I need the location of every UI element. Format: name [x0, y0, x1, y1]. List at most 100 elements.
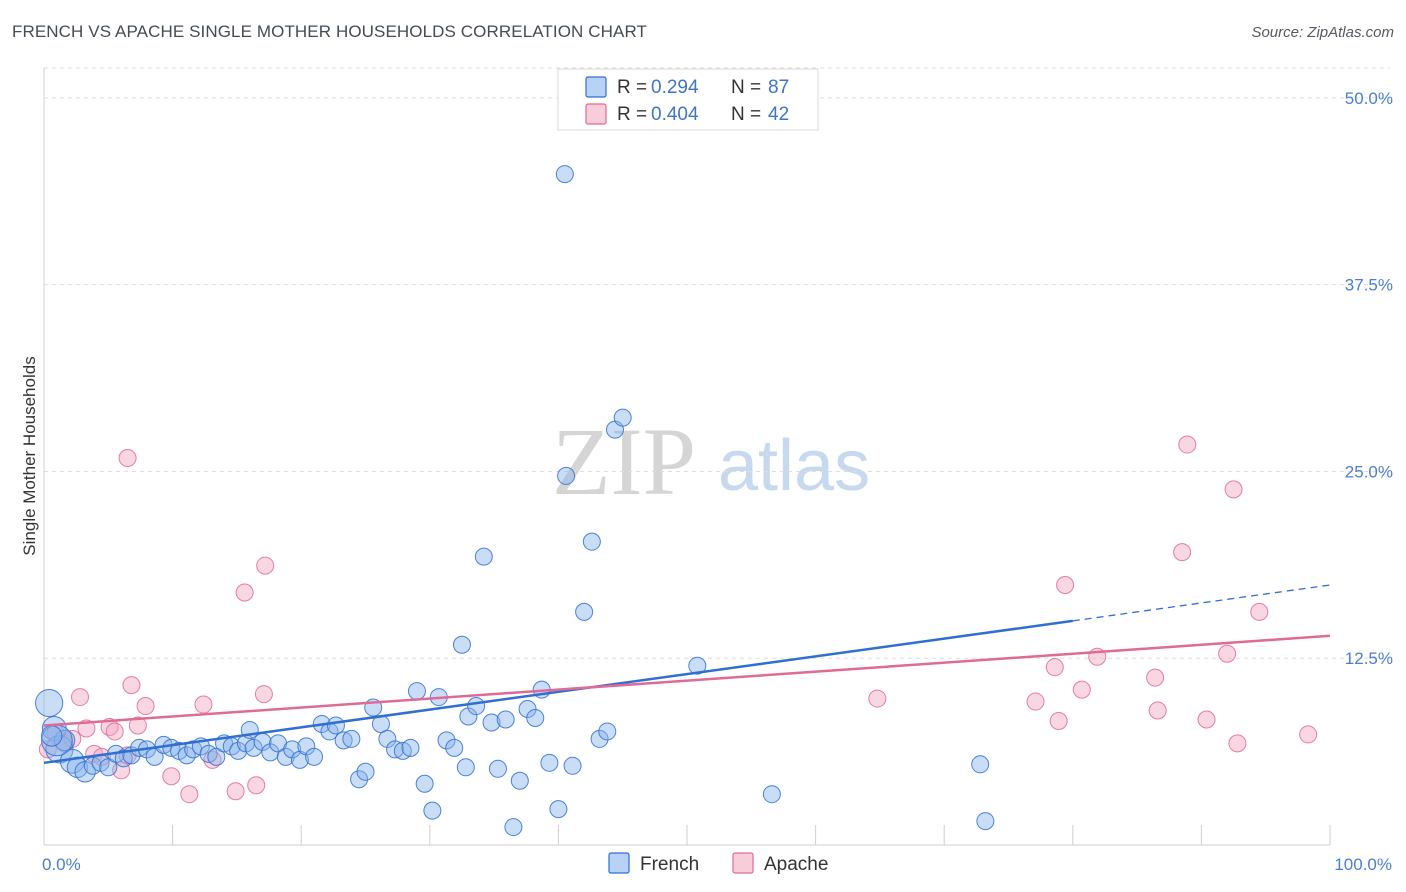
apache-point-22 — [247, 776, 266, 795]
apache-point-32 — [1146, 668, 1165, 687]
bottom-legend: French Apache — [608, 852, 828, 875]
french-point-47 — [378, 729, 397, 748]
y-tick-label-3: 50.0% — [1345, 89, 1393, 108]
french-point-55 — [437, 731, 456, 750]
x-tick-label-min: 0.0% — [42, 855, 81, 874]
apache-point-21 — [235, 583, 254, 602]
apache-point-23 — [254, 685, 273, 704]
bottom-legend-french-label: French — [640, 854, 699, 875]
apache-point-17 — [180, 785, 199, 804]
chart-title: FRENCH VS APACHE SINGLE MOTHER HOUSEHOLD… — [12, 22, 647, 41]
french-point-73 — [563, 756, 582, 775]
apache-point-5 — [77, 719, 96, 738]
apache-point-29 — [1056, 576, 1075, 595]
apache-point-15 — [136, 697, 155, 716]
french-point-64 — [496, 710, 515, 729]
french-point-74 — [575, 602, 594, 621]
french-point-80 — [555, 165, 574, 184]
french-point-9 — [99, 758, 118, 777]
apache-point-24 — [256, 556, 275, 575]
watermark: ZIP atlas — [552, 408, 870, 515]
french-point-44 — [356, 762, 375, 781]
french-point-34 — [283, 740, 302, 759]
french-point-79 — [613, 408, 632, 427]
french-point-65 — [504, 818, 523, 837]
apache-point-37 — [1218, 644, 1237, 663]
french-point-57 — [452, 635, 471, 654]
french-point-86 — [41, 725, 63, 747]
y-tick-label-0: 12.5% — [1345, 649, 1393, 668]
y-tick-labels: 12.5% 25.0% 37.5% 50.0% — [1345, 89, 1393, 668]
legend-apache-n-value: 42 — [768, 104, 789, 125]
bottom-legend-apache-label: Apache — [764, 854, 828, 875]
apache-point-13 — [122, 676, 141, 695]
french-point-81 — [688, 656, 707, 675]
legend-french-n-value: 87 — [768, 77, 789, 98]
french-point-3 — [53, 729, 76, 752]
bottom-legend-french-swatch — [608, 852, 630, 874]
french-point-53 — [423, 801, 442, 820]
apache-point-18 — [194, 695, 213, 714]
apache-point-26 — [1026, 692, 1045, 711]
french-point-26 — [229, 741, 248, 760]
french-point-77 — [598, 722, 617, 741]
french-point-48 — [386, 740, 405, 759]
legend-french-r-label: R = — [617, 77, 647, 98]
french-point-62 — [482, 713, 501, 732]
french-point-28 — [244, 738, 263, 757]
french-point-36 — [297, 737, 316, 756]
apache-point-4 — [71, 688, 90, 707]
french-point-84 — [976, 812, 995, 831]
watermark-atlas: atlas — [718, 426, 870, 506]
apache-point-33 — [1148, 701, 1167, 720]
apache-point-30 — [1072, 680, 1091, 699]
french-point-82 — [762, 785, 781, 804]
apache-point-16 — [162, 767, 181, 786]
french-point-42 — [342, 729, 361, 748]
french-point-68 — [526, 708, 545, 727]
apache-series — [38, 435, 1318, 804]
legend-french-swatch — [585, 76, 607, 98]
french-point-71 — [549, 800, 568, 819]
source-label: Source: ZipAtlas.com — [1251, 24, 1394, 41]
trend-lines — [43, 584, 1331, 765]
legend-apache-r-value: 0.404 — [651, 104, 699, 125]
french-point-56 — [445, 738, 464, 757]
french-point-58 — [459, 707, 478, 726]
french-point-23 — [207, 747, 226, 766]
apache-point-41 — [1299, 725, 1318, 744]
french-point-37 — [305, 747, 324, 766]
french-point-83 — [971, 755, 990, 774]
french-trend-line — [43, 619, 1073, 765]
apache-point-14 — [128, 716, 147, 735]
apache-point-27 — [1045, 658, 1064, 677]
french-point-59 — [467, 697, 486, 716]
legend-apache-r-label: R = — [617, 104, 647, 125]
apache-point-40 — [1250, 602, 1269, 621]
french-point-51 — [407, 682, 426, 701]
y-tick-label-1: 25.0% — [1345, 462, 1393, 481]
french-point-76 — [590, 729, 609, 748]
apache-trend-line — [43, 634, 1331, 727]
grid-lines — [44, 67, 1390, 659]
y-tick-label-2: 37.5% — [1345, 276, 1393, 295]
french-point-70 — [540, 753, 559, 772]
apache-point-12 — [118, 448, 137, 467]
french-point-43 — [350, 770, 369, 789]
apache-point-34 — [1173, 543, 1192, 562]
french-trend-extension — [1072, 584, 1331, 622]
apache-point-28 — [1049, 711, 1068, 730]
apache-point-0 — [38, 740, 57, 759]
french-point-33 — [276, 747, 295, 766]
french-point-50 — [401, 738, 420, 757]
legend-apache-swatch — [585, 103, 607, 125]
french-point-66 — [510, 771, 529, 790]
apache-point-39 — [1228, 734, 1247, 753]
french-series — [35, 165, 995, 837]
french-point-61 — [474, 547, 493, 566]
apache-point-20 — [226, 782, 245, 801]
bottom-legend-apache-swatch — [732, 852, 754, 874]
french-point-52 — [415, 774, 434, 793]
x-tick-label-max: 100.0% — [1334, 855, 1392, 874]
